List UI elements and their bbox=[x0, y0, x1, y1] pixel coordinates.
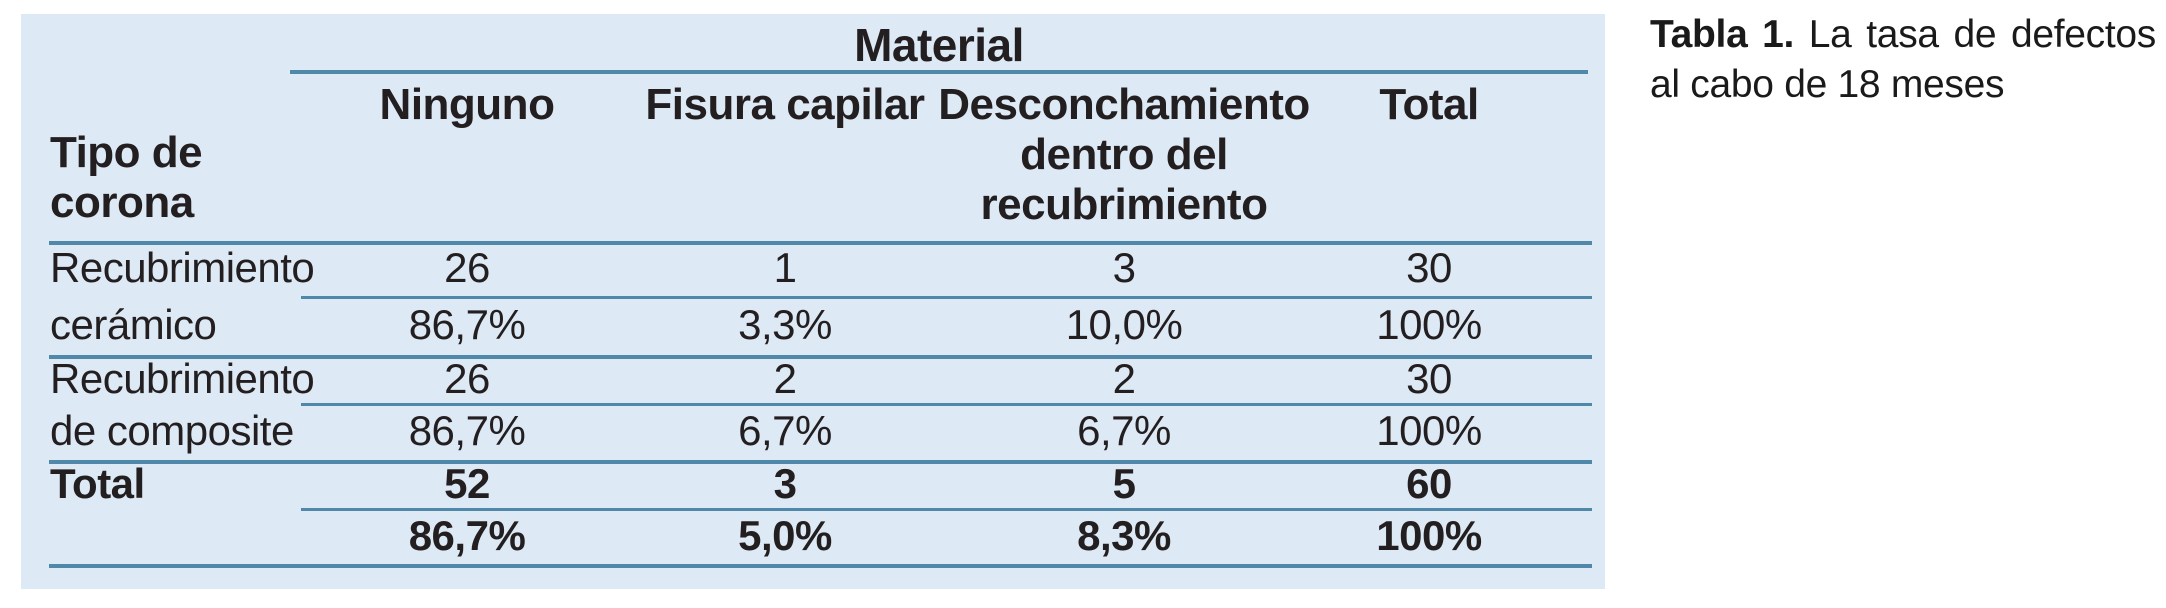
table-caption: Tabla 1. La tasa de defectos al cabo de … bbox=[1650, 10, 2156, 110]
cell-count: 52 bbox=[444, 460, 490, 507]
cell-count: 30 bbox=[1406, 355, 1452, 402]
rule-inner-row3 bbox=[301, 508, 1592, 511]
cell-percent: 5,0% bbox=[738, 512, 832, 559]
rule-inner-row1 bbox=[301, 296, 1592, 299]
table-row-total: 86,7% 5,0% 8,3% 100% bbox=[21, 514, 1605, 558]
cell-percent: 100% bbox=[1376, 512, 1482, 559]
row-label: Recubrimiento bbox=[50, 244, 315, 291]
cell-count: 3 bbox=[773, 460, 797, 507]
cell-count: 60 bbox=[1406, 460, 1452, 507]
cell-percent: 100% bbox=[1376, 301, 1482, 348]
row-label: Recubrimiento bbox=[50, 355, 315, 402]
defects-table-panel: Material Ninguno Fisura capilar Desconch… bbox=[21, 14, 1605, 589]
row-label: Total bbox=[50, 460, 145, 507]
table-row-total: Total 52 3 5 60 bbox=[21, 462, 1605, 506]
rule-under-headers bbox=[49, 241, 1592, 245]
cell-percent: 6,7% bbox=[738, 407, 832, 454]
cell-percent: 8,3% bbox=[1077, 512, 1171, 559]
row-label: de composite bbox=[50, 407, 294, 454]
rule-row-separator-1 bbox=[49, 355, 1592, 359]
caption-label: Tabla 1. bbox=[1650, 13, 1795, 56]
table-row: de composite 86,7% 6,7% 6,7% 100% bbox=[21, 409, 1605, 453]
table-row: cerámico 86,7% 3,3% 10,0% 100% bbox=[21, 303, 1605, 347]
table-row: Recubrimiento 26 1 3 30 bbox=[21, 246, 1605, 290]
cell-percent: 86,7% bbox=[408, 407, 526, 454]
column-header-ninguno: Ninguno bbox=[379, 80, 555, 129]
row-label: cerámico bbox=[50, 301, 217, 348]
rule-row-separator-2 bbox=[49, 460, 1592, 464]
rule-table-bottom bbox=[49, 564, 1592, 568]
row-header-tipo-de-corona: Tipo de corona bbox=[50, 128, 203, 227]
cell-percent: 100% bbox=[1376, 407, 1482, 454]
cell-percent: 3,3% bbox=[738, 301, 832, 348]
caption-text: La tasa de defectos al cabo de 18 meses bbox=[1650, 13, 2156, 106]
cell-count: 1 bbox=[773, 244, 797, 291]
cell-count: 2 bbox=[1112, 355, 1136, 402]
column-header-total: Total bbox=[1379, 80, 1479, 129]
column-header-desconchamiento: Desconchamiento dentro del recubrimiento bbox=[938, 80, 1310, 229]
cell-percent: 86,7% bbox=[408, 512, 526, 559]
cell-count: 26 bbox=[444, 355, 490, 402]
cell-count: 3 bbox=[1112, 244, 1136, 291]
cell-percent: 10,0% bbox=[1065, 301, 1183, 348]
rule-inner-row2 bbox=[301, 403, 1592, 406]
rule-under-material bbox=[290, 70, 1588, 74]
table-row: Recubrimiento 26 2 2 30 bbox=[21, 357, 1605, 401]
cell-percent: 86,7% bbox=[408, 301, 526, 348]
cell-count: 30 bbox=[1406, 244, 1452, 291]
column-header-fisura-capilar: Fisura capilar bbox=[645, 80, 925, 129]
cell-count: 5 bbox=[1112, 460, 1136, 507]
cell-count: 26 bbox=[444, 244, 490, 291]
cell-count: 2 bbox=[773, 355, 797, 402]
table-group-header-material: Material bbox=[854, 19, 1024, 71]
cell-percent: 6,7% bbox=[1077, 407, 1171, 454]
